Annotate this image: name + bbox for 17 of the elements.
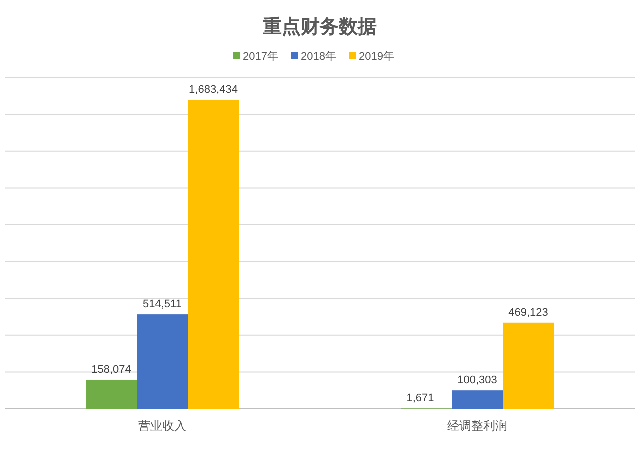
bar	[188, 100, 239, 409]
data-label: 1,671	[406, 392, 434, 405]
x-tick-label: 营业收入	[138, 419, 186, 433]
data-label: 158,074	[92, 364, 132, 376]
chart-title: 重点财务数据	[262, 16, 377, 38]
data-label: 469,123	[508, 306, 548, 319]
bar	[86, 380, 137, 409]
bar	[452, 390, 503, 409]
data-label: 514,511	[143, 298, 182, 311]
legend-label: 2017年	[243, 51, 278, 63]
bar	[503, 322, 554, 409]
legend-label: 2018年	[301, 51, 336, 63]
x-tick-label: 经调整利润	[448, 419, 508, 433]
data-label: 1,683,434	[189, 84, 238, 96]
data-label: 100,303	[458, 374, 498, 387]
bar	[137, 314, 188, 409]
legend-label: 2019年	[359, 51, 394, 63]
